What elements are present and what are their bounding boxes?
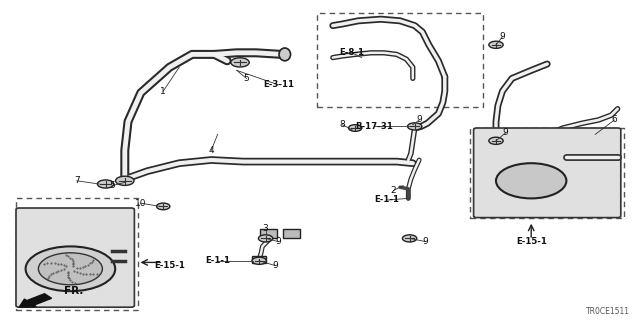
- Bar: [252, 256, 266, 263]
- Text: E-1-1: E-1-1: [205, 256, 230, 265]
- Text: 10: 10: [135, 199, 147, 208]
- Text: E-3-11: E-3-11: [263, 80, 294, 89]
- Bar: [283, 229, 300, 238]
- Circle shape: [489, 137, 503, 144]
- Text: 9: 9: [423, 237, 428, 246]
- Circle shape: [496, 163, 566, 198]
- Circle shape: [157, 203, 170, 210]
- Text: 2: 2: [391, 186, 396, 195]
- FancyBboxPatch shape: [474, 128, 621, 218]
- Text: E-1-1: E-1-1: [374, 196, 400, 204]
- Ellipse shape: [279, 48, 291, 61]
- Text: 9: 9: [503, 128, 508, 137]
- Circle shape: [408, 123, 422, 130]
- Text: E-8-1: E-8-1: [339, 48, 365, 57]
- Bar: [260, 229, 277, 238]
- Text: 6: 6: [612, 116, 617, 124]
- Circle shape: [231, 58, 249, 67]
- Circle shape: [489, 41, 503, 48]
- Circle shape: [349, 125, 362, 131]
- Text: 9: 9: [276, 237, 281, 246]
- Circle shape: [26, 246, 115, 291]
- Text: 4: 4: [209, 146, 214, 155]
- Text: 9: 9: [500, 32, 505, 41]
- Circle shape: [97, 180, 114, 188]
- Text: 3: 3: [263, 224, 268, 233]
- Text: 9: 9: [417, 116, 422, 124]
- Text: E-15-1: E-15-1: [516, 237, 547, 246]
- Circle shape: [116, 176, 134, 185]
- Circle shape: [403, 235, 417, 242]
- Text: TR0CE1511: TR0CE1511: [586, 308, 630, 316]
- Circle shape: [252, 257, 266, 264]
- Bar: [317, 13, 483, 107]
- Text: 8: 8: [340, 120, 345, 129]
- Bar: [16, 198, 138, 310]
- Circle shape: [38, 253, 102, 285]
- Text: E-15-1: E-15-1: [154, 261, 185, 270]
- Text: 1: 1: [161, 87, 166, 96]
- Text: 5: 5: [244, 74, 249, 83]
- Bar: [470, 128, 624, 218]
- Circle shape: [259, 235, 273, 242]
- Text: 7: 7: [74, 176, 79, 185]
- Text: B-17-31: B-17-31: [355, 122, 394, 131]
- Text: 5: 5: [109, 181, 115, 190]
- Text: FR.: FR.: [64, 286, 83, 296]
- FancyBboxPatch shape: [16, 208, 134, 307]
- FancyArrow shape: [19, 294, 52, 307]
- Text: 9: 9: [273, 261, 278, 270]
